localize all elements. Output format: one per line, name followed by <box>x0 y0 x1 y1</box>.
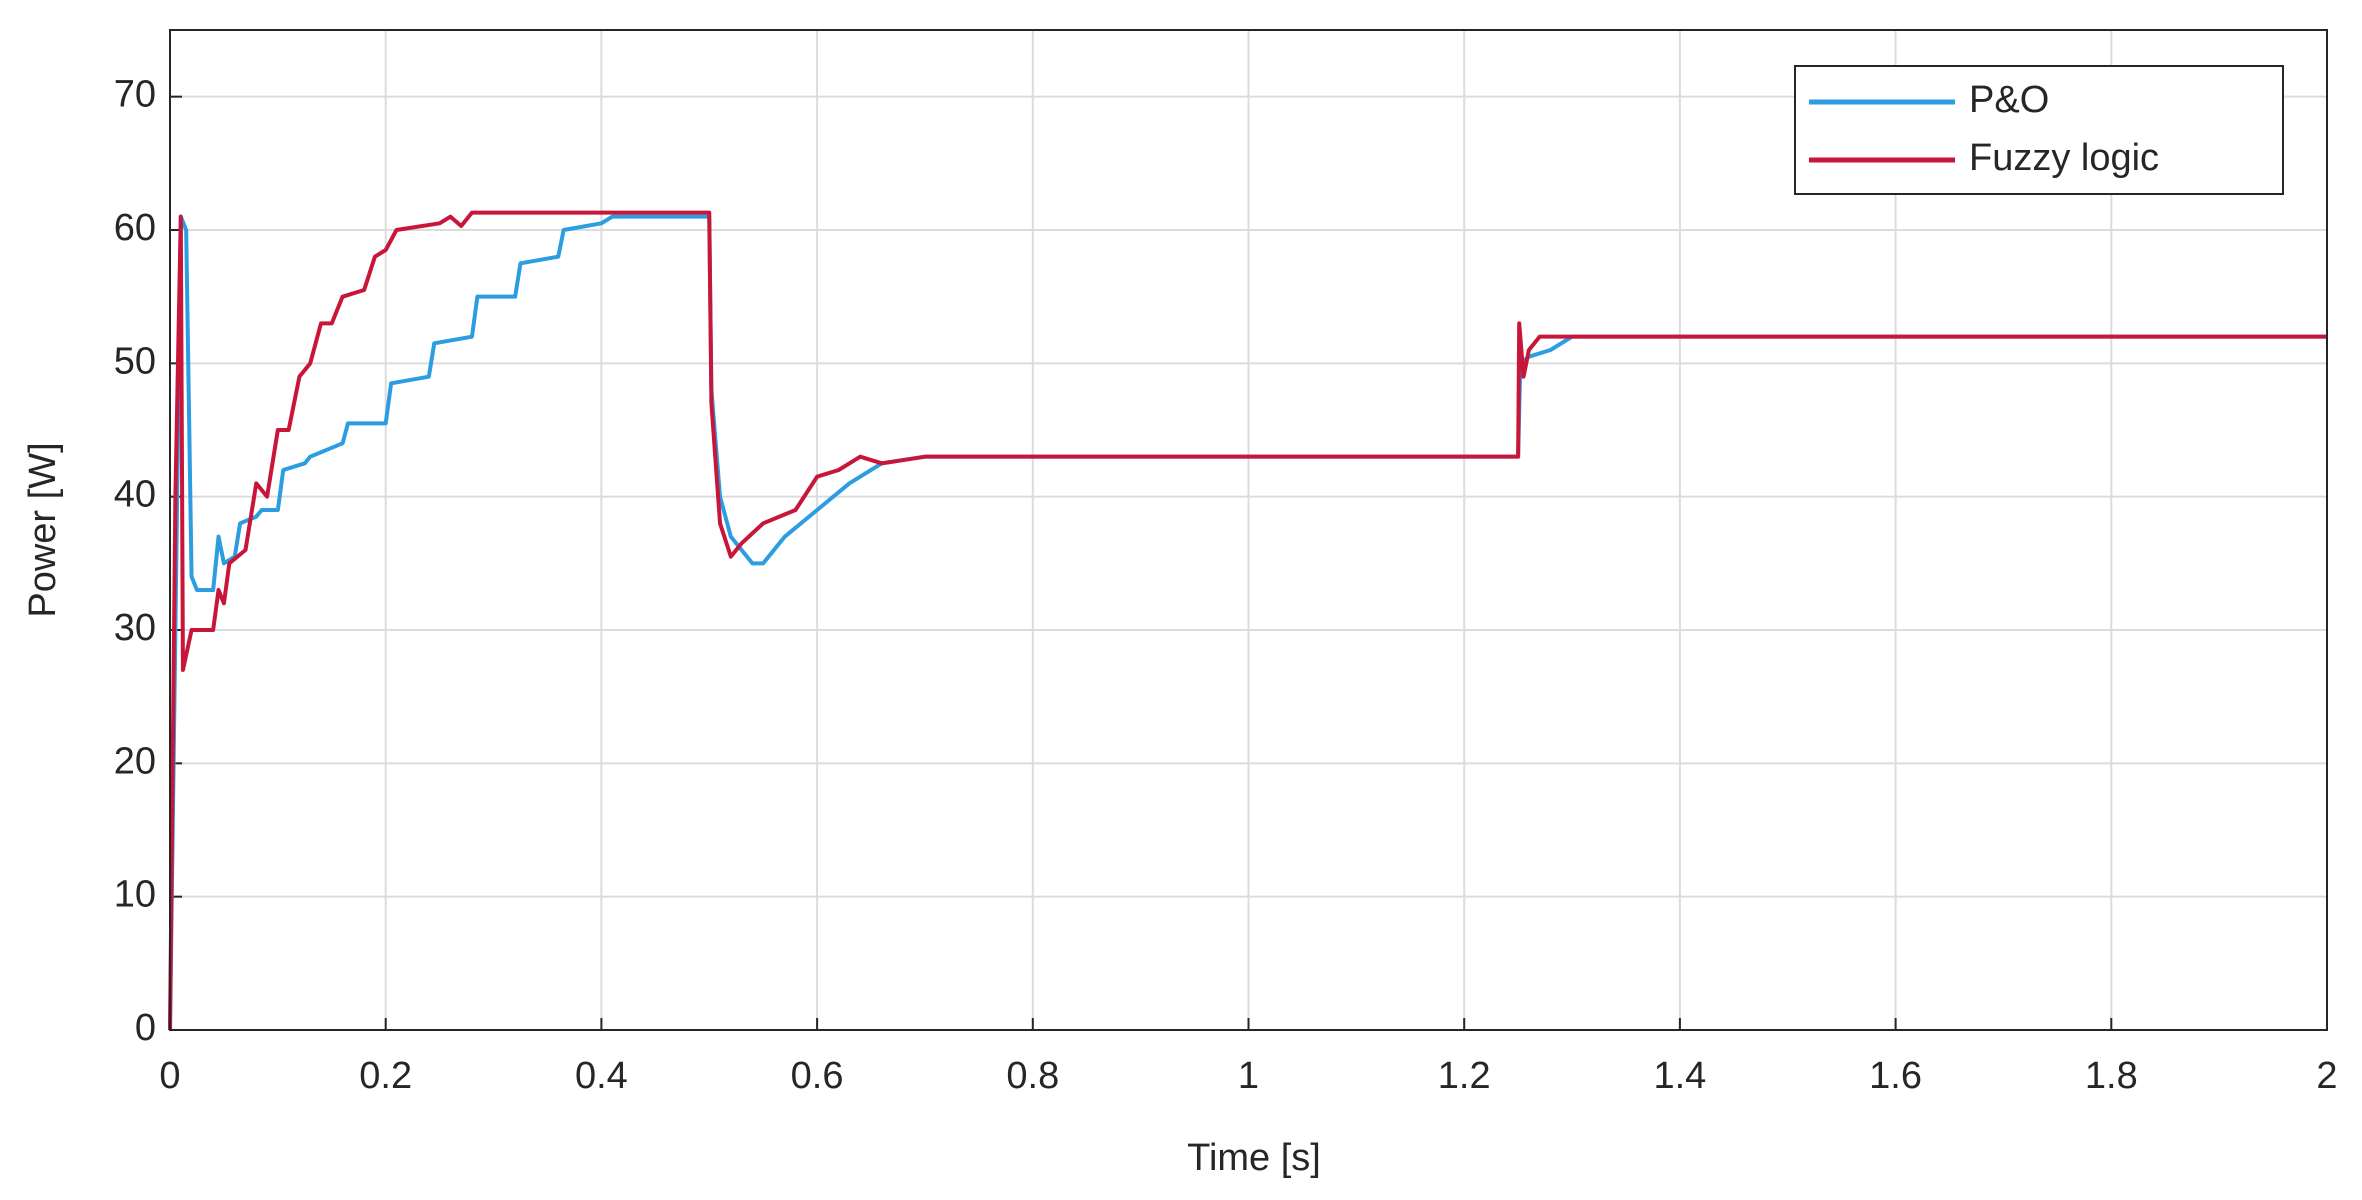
y-axis-label: Power [W] <box>22 442 64 617</box>
legend: P&O Fuzzy logic <box>1794 65 2284 195</box>
x-tick-label: 1 <box>1238 1055 1259 1097</box>
series-line <box>168 210 2327 1031</box>
y-tick-label: 0 <box>135 1007 156 1049</box>
x-tick-label: 0.4 <box>575 1055 628 1097</box>
x-tick-label: 1.8 <box>2085 1055 2138 1097</box>
x-tick-label: 1.6 <box>1869 1055 1922 1097</box>
y-tick-label: 30 <box>114 607 156 649</box>
x-axis-label: Time [s] <box>1187 1137 1321 1179</box>
x-tick-label: 0.2 <box>359 1055 412 1097</box>
x-tick-label: 1.4 <box>1653 1055 1706 1097</box>
legend-label: P&O <box>1969 79 2049 121</box>
y-tick-label: 50 <box>114 340 156 382</box>
legend-label: Fuzzy logic <box>1969 137 2159 179</box>
x-tick-label: 0.8 <box>1006 1055 1059 1097</box>
legend-box <box>1794 65 2284 195</box>
series-line <box>168 214 2327 1031</box>
plot-frame <box>169 29 2328 1031</box>
x-tick-label: 0 <box>159 1055 180 1097</box>
y-tick-label: 60 <box>114 207 156 249</box>
x-tick-label: 0.6 <box>791 1055 844 1097</box>
y-tick-label: 20 <box>114 740 156 782</box>
y-tick-label: 40 <box>114 474 156 516</box>
y-tick-label: 10 <box>114 874 156 916</box>
y-tick-label: 70 <box>114 74 156 116</box>
x-tick-label: 2 <box>2316 1055 2337 1097</box>
x-tick-label: 1.2 <box>1438 1055 1491 1097</box>
